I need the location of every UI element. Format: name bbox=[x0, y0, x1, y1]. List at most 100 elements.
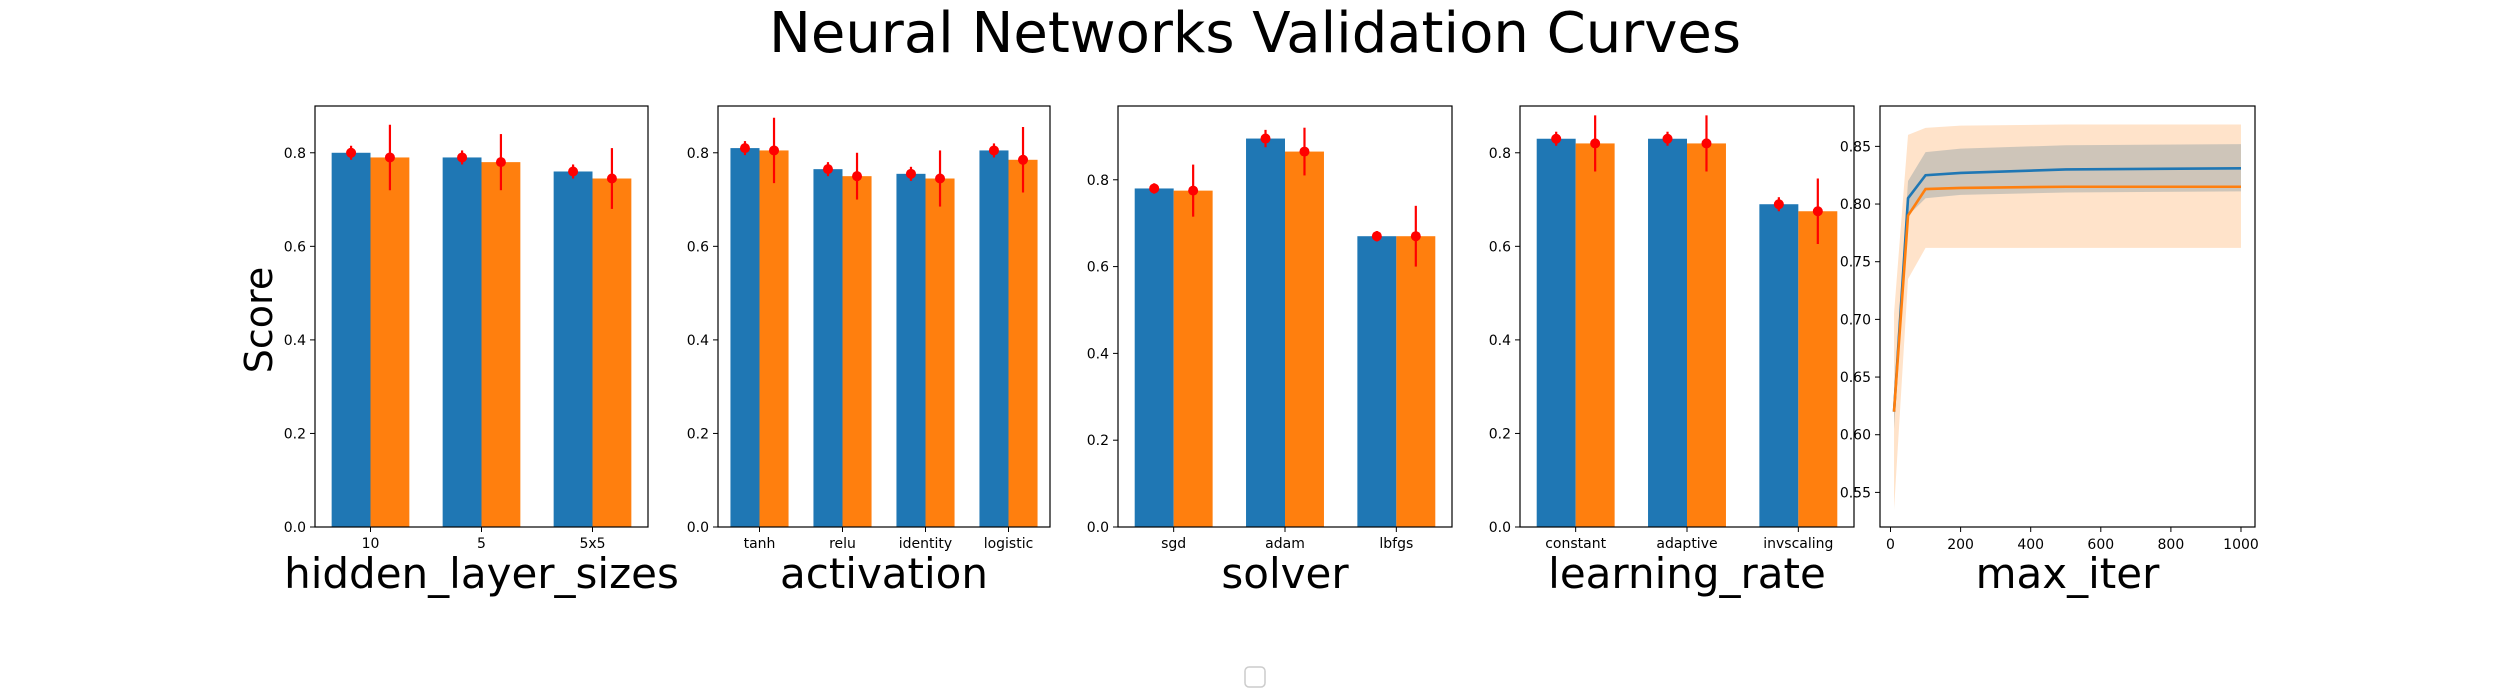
x-tick-label: adam bbox=[1265, 536, 1305, 552]
empty-legend-box bbox=[1244, 666, 1266, 688]
x-tick-label: 400 bbox=[2017, 537, 2044, 553]
shared-y-axis-label: Score bbox=[237, 267, 281, 373]
error-marker bbox=[1551, 133, 1562, 144]
error-marker bbox=[1260, 133, 1271, 144]
error-marker bbox=[606, 173, 617, 184]
y-tick-label: 0.55 bbox=[1840, 485, 1871, 501]
error-marker bbox=[1590, 138, 1601, 149]
y-tick-label: 0.0 bbox=[687, 520, 709, 536]
x-tick-label: 5x5 bbox=[579, 536, 605, 552]
x-tick-label: 5 bbox=[477, 536, 486, 552]
x-tick-label: constant bbox=[1545, 536, 1606, 552]
bar bbox=[1134, 188, 1174, 527]
bar bbox=[813, 169, 843, 527]
bar bbox=[1575, 143, 1615, 527]
figure-title: Neural Networks Validation Curves bbox=[769, 1, 1741, 66]
error-marker bbox=[822, 164, 833, 175]
y-tick-label: 0.8 bbox=[284, 146, 306, 162]
x-tick-label: 0 bbox=[1886, 537, 1895, 553]
bar bbox=[1246, 138, 1285, 527]
x-tick-label: identity bbox=[899, 536, 952, 552]
x-tick-label: relu bbox=[829, 536, 856, 552]
y-tick-label: 0.2 bbox=[1087, 433, 1109, 449]
subplot-1: 10 5 5x5 0.0 0.2 0.4 0.6 0.8 hidden_layer_sizes bbox=[284, 105, 679, 598]
y-tick-label: 0.8 bbox=[687, 146, 709, 162]
y-tick-label: 0.0 bbox=[1489, 520, 1511, 536]
y-tick-label: 0.0 bbox=[1087, 520, 1109, 536]
bar bbox=[1798, 211, 1838, 527]
x-axis-label: learning_rate bbox=[1548, 549, 1826, 598]
error-marker bbox=[769, 145, 780, 156]
y-tick-label: 0.85 bbox=[1840, 139, 1871, 155]
bar bbox=[1173, 190, 1213, 527]
y-tick-label: 0.4 bbox=[1489, 333, 1511, 349]
x-tick-label: lbfgs bbox=[1379, 536, 1413, 552]
y-tick-label: 0.4 bbox=[1087, 346, 1109, 362]
bar bbox=[1536, 138, 1576, 527]
bar bbox=[925, 178, 955, 527]
y-tick-label: 0.80 bbox=[1840, 197, 1871, 213]
subplot-panels: 10 5 5x5 0.0 0.2 0.4 0.6 0.8 hidden_layer_sizes t… bbox=[284, 105, 2259, 598]
x-tick-label: 600 bbox=[2087, 537, 2114, 553]
y-tick-label: 0.8 bbox=[1087, 173, 1109, 189]
error-marker bbox=[346, 147, 357, 158]
y-tick-label: 0.8 bbox=[1489, 146, 1511, 162]
y-tick-label: 0.2 bbox=[687, 426, 709, 442]
axes-frame bbox=[1879, 105, 2256, 528]
y-tick-label: 0.65 bbox=[1840, 370, 1871, 386]
error-marker bbox=[457, 152, 468, 163]
bar bbox=[1285, 151, 1324, 528]
bar bbox=[481, 162, 521, 527]
x-tick-label: invscaling bbox=[1763, 536, 1833, 552]
y-tick-label: 0.4 bbox=[687, 333, 709, 349]
bar bbox=[553, 171, 593, 527]
x-tick-label: tanh bbox=[744, 536, 776, 552]
y-tick-label: 0.6 bbox=[1087, 260, 1109, 276]
y-tick-label: 0.2 bbox=[284, 426, 306, 442]
axes-frame bbox=[314, 105, 649, 528]
bar bbox=[1396, 236, 1436, 528]
axes-frame bbox=[717, 105, 1051, 528]
error-marker bbox=[1410, 231, 1421, 242]
bar bbox=[896, 173, 926, 528]
error-marker bbox=[1371, 231, 1382, 242]
error-marker bbox=[852, 171, 863, 182]
subplot-4: constant adaptive invscaling 0.0 0.2 0.4 0.6 0.… bbox=[1489, 105, 1855, 598]
x-axis-label: activation bbox=[780, 549, 988, 598]
bar bbox=[842, 176, 872, 527]
x-tick-label: 200 bbox=[1947, 537, 1974, 553]
y-tick-label: 0.2 bbox=[1489, 426, 1511, 442]
bar bbox=[1687, 143, 1726, 527]
bar bbox=[759, 150, 789, 527]
x-axis-label: solver bbox=[1221, 549, 1349, 598]
x-tick-label: logistic bbox=[984, 536, 1034, 552]
x-tick-label: 1000 bbox=[2223, 537, 2259, 553]
bar bbox=[592, 178, 632, 527]
y-tick-label: 0.75 bbox=[1840, 255, 1871, 271]
x-axis-label: max_iter bbox=[1976, 549, 2160, 598]
subplot-5: 0 200 400 600 800 1000 0.55 0.60 0.65 0.70 0.75 0.8… bbox=[1840, 105, 2259, 598]
error-marker bbox=[1773, 199, 1784, 210]
error-marker bbox=[1149, 183, 1160, 194]
x-axis-label: hidden_layer_sizes bbox=[284, 549, 679, 598]
bar bbox=[1648, 138, 1687, 527]
y-tick-label: 0.70 bbox=[1840, 312, 1871, 328]
y-tick-label: 0.6 bbox=[687, 239, 709, 255]
axes-frame bbox=[1117, 105, 1453, 528]
error-marker bbox=[1018, 154, 1029, 165]
x-tick-label: 800 bbox=[2158, 537, 2185, 553]
confidence-band bbox=[1894, 144, 2241, 429]
bar bbox=[331, 152, 371, 527]
bar bbox=[442, 157, 482, 527]
error-marker bbox=[1701, 138, 1712, 149]
confidence-band bbox=[1894, 124, 2241, 510]
x-tick-label: 10 bbox=[362, 536, 380, 552]
subplot-3: sgd adam lbfgs 0.0 0.2 0.4 0.6 0.8 solver bbox=[1087, 105, 1453, 598]
error-marker bbox=[935, 173, 946, 184]
y-tick-label: 0.0 bbox=[284, 520, 306, 536]
error-marker bbox=[1188, 185, 1199, 196]
bar bbox=[370, 157, 410, 527]
y-tick-label: 0.6 bbox=[1489, 239, 1511, 255]
error-marker bbox=[905, 168, 916, 179]
